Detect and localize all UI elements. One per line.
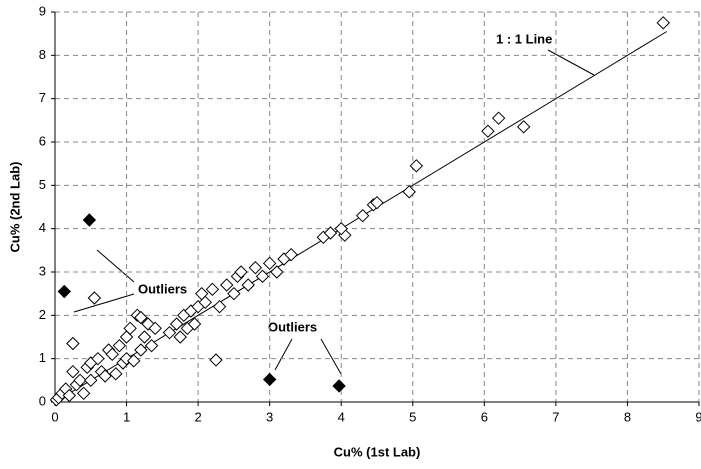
data-point	[241, 278, 255, 292]
x-tick-label: 5	[409, 409, 416, 424]
data-point	[169, 317, 184, 331]
data-point	[119, 351, 134, 366]
data-point	[212, 299, 227, 314]
data-point	[255, 269, 270, 284]
arrow	[96, 249, 135, 283]
data-point	[481, 124, 495, 138]
data-point	[270, 265, 284, 279]
y-tick-label: 5	[39, 177, 46, 192]
data-point	[84, 373, 98, 388]
data-point	[82, 213, 97, 227]
data-point	[76, 386, 91, 401]
data-point	[402, 185, 416, 199]
data-point	[409, 159, 424, 173]
y-tick-label: 0	[39, 393, 46, 408]
data-point	[198, 295, 212, 310]
data-point	[105, 347, 119, 362]
data-point	[98, 369, 112, 383]
x-tick-label: 1	[123, 409, 130, 424]
data-point	[134, 310, 148, 325]
data-point	[205, 282, 220, 297]
data-point	[209, 353, 223, 367]
data-point	[66, 364, 80, 379]
data-point	[173, 330, 187, 344]
y-tick-label: 2	[39, 307, 46, 322]
data-point	[127, 354, 141, 368]
x-tick-label: 3	[266, 409, 273, 424]
data-point	[62, 388, 77, 403]
data-point	[119, 330, 134, 344]
data-point	[656, 16, 670, 30]
data-point	[370, 195, 384, 210]
x-tick-label: 9	[695, 409, 701, 424]
data-point	[334, 221, 348, 236]
annotation: Outliers	[268, 319, 317, 334]
data-point	[355, 208, 370, 223]
data-point	[516, 120, 531, 134]
x-tick-label: 0	[51, 409, 58, 424]
x-tick-label: 6	[481, 409, 488, 424]
y-tick-label: 9	[39, 3, 46, 18]
data-point	[112, 338, 127, 353]
y-axis-title: Cu% (2nd Lab)	[7, 162, 22, 253]
arrow	[547, 49, 595, 76]
data-point	[123, 321, 137, 336]
y-tick-label: 8	[39, 47, 46, 62]
data-point	[220, 278, 234, 292]
x-tick-label: 7	[552, 409, 559, 424]
x-tick-label: 8	[624, 409, 631, 424]
data-point	[187, 317, 202, 331]
x-tick-label: 4	[338, 409, 345, 424]
data-point	[491, 111, 506, 125]
data-point	[87, 291, 102, 305]
y-tick-label: 3	[39, 263, 46, 278]
data-point	[323, 226, 338, 240]
data-point	[57, 284, 72, 299]
data-point	[332, 379, 346, 393]
y-tick-label: 1	[39, 350, 46, 365]
data-point	[144, 338, 159, 353]
data-point	[262, 256, 277, 271]
data-point	[227, 286, 241, 301]
data-point	[284, 247, 298, 262]
data-point	[234, 265, 248, 279]
x-axis-title: Cu% (1st Lab)	[334, 444, 421, 459]
data-point	[134, 343, 148, 357]
annotation-arrows	[73, 49, 595, 375]
annotation: Outliers	[138, 281, 187, 296]
data-point	[109, 367, 123, 381]
annotation: 1 : 1 Line	[496, 31, 552, 46]
arrow	[73, 293, 135, 313]
data-point	[73, 373, 87, 388]
data-point	[148, 321, 162, 336]
arrow	[274, 338, 293, 371]
y-tick-label: 7	[39, 90, 46, 105]
x-tick-label: 2	[194, 409, 201, 424]
y-tick-label: 4	[39, 220, 46, 235]
data-point	[162, 325, 177, 340]
data-point	[137, 330, 152, 344]
data-point	[248, 260, 263, 275]
arrow	[320, 338, 342, 375]
data-point	[91, 351, 105, 366]
y-tick-label: 6	[39, 133, 46, 148]
data-point	[262, 372, 277, 387]
data-point	[66, 336, 80, 351]
